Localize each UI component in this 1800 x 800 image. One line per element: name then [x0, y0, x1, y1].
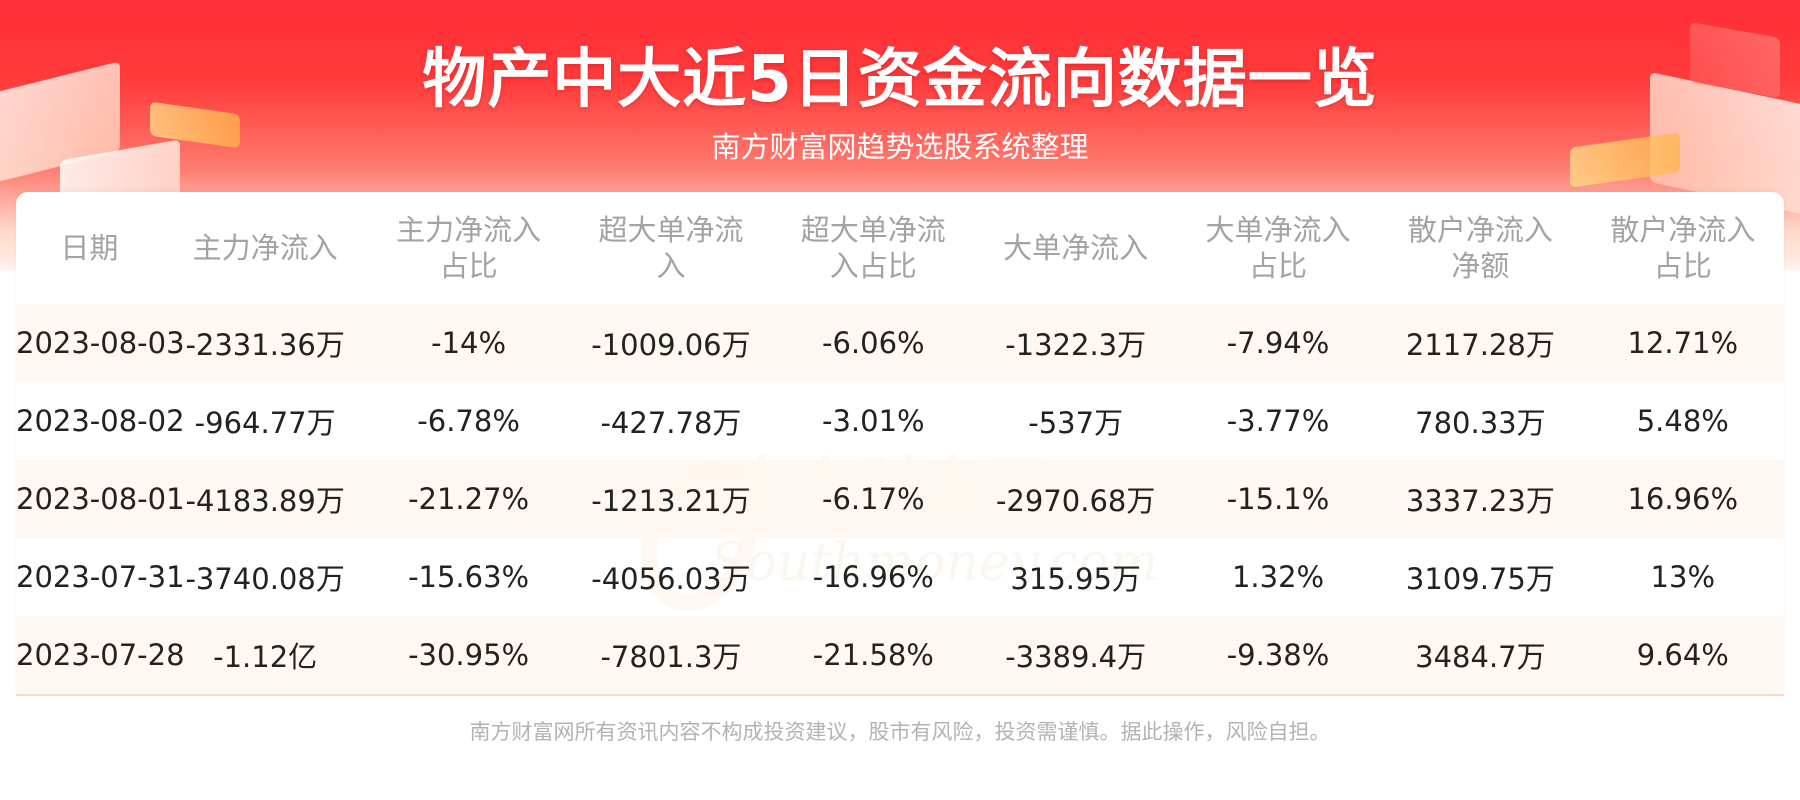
cell-retail-net-inflow: 3109.75万 [1379, 538, 1582, 616]
column-header-retail-net-inflow: 散户净流入 净额 [1407, 213, 1553, 283]
cell-retail-net-inflow-ratio: 13% [1581, 538, 1784, 616]
cell-super-large-net-inflow: -1009.06万 [569, 304, 773, 382]
cell-main-net-inflow: -1.12亿 [162, 616, 368, 694]
table-header-row: 日期 主力净流入 主力净流入 占比 超大单净流入 超大单净流 入占比 大单净流入 大… [16, 192, 1784, 304]
footer-divider [16, 694, 1784, 696]
column-header-super-large-net-inflow: 超大单净流入 [598, 213, 744, 283]
column-header-main-net-inflow: 主力净流入 [192, 231, 338, 265]
cell-retail-net-inflow: 2117.28万 [1379, 304, 1582, 382]
cell-main-net-inflow-ratio: -15.63% [367, 538, 570, 616]
cell-retail-net-inflow-ratio: 5.48% [1581, 382, 1784, 460]
cell-super-large-net-inflow: -427.78万 [569, 382, 773, 460]
cell-large-net-inflow-ratio: -15.1% [1176, 460, 1380, 538]
cell-super-large-net-inflow-ratio: -16.96% [772, 538, 975, 616]
cell-main-net-inflow-ratio: -6.78% [367, 382, 570, 460]
column-header-large-net-inflow-ratio: 大单净流入 占比 [1205, 213, 1351, 283]
cell-retail-net-inflow-ratio: 12.71% [1581, 304, 1784, 382]
cell-date: 2023-08-03 [16, 304, 185, 382]
cell-main-net-inflow: -964.77万 [162, 382, 368, 460]
cell-main-net-inflow: -2331.36万 [162, 304, 368, 382]
table-row: 2023-08-03 -2331.36万 -14% -1009.06万 -6.0… [16, 304, 1784, 382]
column-header-main-net-inflow-ratio: 主力净流入 占比 [396, 213, 542, 283]
cell-large-net-inflow: 315.95万 [974, 538, 1177, 616]
cell-main-net-inflow-ratio: -21.27% [367, 460, 570, 538]
page-title: 物产中大近5日资金流向数据一览 [422, 43, 1378, 117]
cell-retail-net-inflow: 780.33万 [1379, 382, 1582, 460]
cell-retail-net-inflow-ratio: 16.96% [1581, 460, 1784, 538]
cell-large-net-inflow: -537万 [974, 382, 1177, 460]
cell-large-net-inflow: -1322.3万 [974, 304, 1177, 382]
column-header-large-net-inflow: 大单净流入 [1003, 231, 1149, 265]
column-header-date: 日期 [60, 231, 119, 265]
cell-retail-net-inflow-ratio: 9.64% [1581, 616, 1784, 694]
cell-retail-net-inflow: 3484.7万 [1379, 616, 1582, 694]
cell-large-net-inflow-ratio: -7.94% [1176, 304, 1380, 382]
cell-super-large-net-inflow-ratio: -3.01% [772, 382, 975, 460]
cell-main-net-inflow: -4183.89万 [162, 460, 368, 538]
cell-super-large-net-inflow: -1213.21万 [569, 460, 773, 538]
table-row: 2023-07-28 -1.12亿 -30.95% -7801.3万 -21.5… [16, 616, 1784, 694]
cell-date: 2023-08-01 [16, 460, 185, 538]
table-row: 2023-08-01 -4183.89万 -21.27% -1213.21万 -… [16, 460, 1784, 538]
page-subtitle: 南方财富网趋势选股系统整理 [711, 130, 1089, 164]
fund-flow-table: 日期 主力净流入 主力净流入 占比 超大单净流入 超大单净流 入占比 大单净流入 大… [16, 192, 1784, 694]
table-row: 2023-08-02 -964.77万 -6.78% -427.78万 -3.0… [16, 382, 1784, 460]
cell-large-net-inflow: -2970.68万 [974, 460, 1177, 538]
cell-date: 2023-08-02 [16, 382, 185, 460]
cell-large-net-inflow-ratio: 1.32% [1176, 538, 1380, 616]
cell-date: 2023-07-28 [16, 616, 185, 694]
cell-large-net-inflow-ratio: -3.77% [1176, 382, 1380, 460]
footer-disclaimer: 南方财富网所有资讯内容不构成投资建议，股市有风险，投资需谨慎。据此操作，风险自担… [469, 720, 1331, 744]
cell-super-large-net-inflow-ratio: -6.06% [772, 304, 975, 382]
cell-date: 2023-07-31 [16, 538, 185, 616]
cell-retail-net-inflow: 3337.23万 [1379, 460, 1582, 538]
cell-large-net-inflow-ratio: -9.38% [1176, 616, 1380, 694]
cell-main-net-inflow: -3740.08万 [162, 538, 368, 616]
cell-super-large-net-inflow: -4056.03万 [569, 538, 773, 616]
cell-super-large-net-inflow-ratio: -6.17% [772, 460, 975, 538]
column-header-super-large-net-inflow-ratio: 超大单净流 入占比 [800, 213, 946, 283]
table-row: 2023-07-31 -3740.08万 -15.63% -4056.03万 -… [16, 538, 1784, 616]
cell-large-net-inflow: -3389.4万 [974, 616, 1177, 694]
cell-super-large-net-inflow: -7801.3万 [569, 616, 773, 694]
cell-main-net-inflow-ratio: -14% [367, 304, 570, 382]
cell-super-large-net-inflow-ratio: -21.58% [772, 616, 975, 694]
column-header-retail-net-inflow-ratio: 散户净流入 占比 [1610, 213, 1756, 283]
cell-main-net-inflow-ratio: -30.95% [367, 616, 570, 694]
